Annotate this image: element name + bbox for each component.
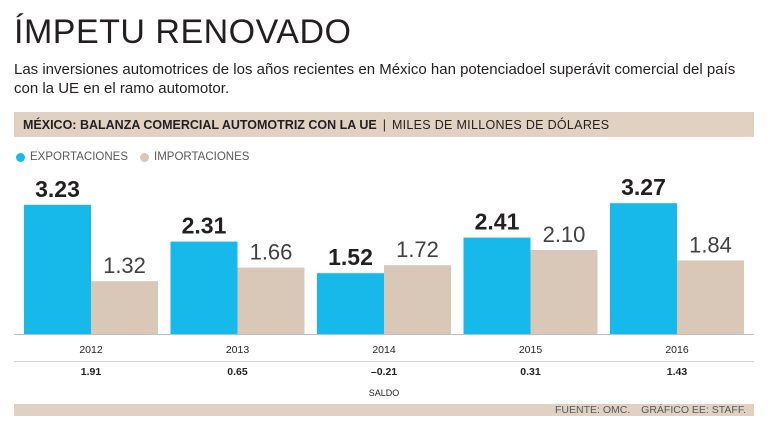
export-bar-2016 bbox=[610, 203, 677, 334]
legend-item-imports: IMPORTACIONES bbox=[140, 151, 249, 163]
chart-header-unit: MILES DE MILLONES DE DÓLARES bbox=[391, 117, 610, 132]
legend-swatch-imports bbox=[140, 152, 149, 162]
chart-header-bar: MÉXICO: BALANZA COMERCIAL AUTOMOTRIZ CON… bbox=[14, 112, 754, 137]
chart-subtitle: Las inversiones automotrices de los años… bbox=[14, 61, 736, 97]
legend-label-imports: IMPORTACIONES bbox=[154, 151, 250, 163]
import-bar-2012 bbox=[91, 281, 158, 334]
legend-item-exports: EXPORTACIONES bbox=[16, 151, 128, 163]
export-value-label-2015: 2.41 bbox=[475, 209, 520, 235]
footer-bar: FUENTE: OMC. GRÁFICO EE: STAFF. bbox=[14, 404, 754, 416]
balance-value-2012: 1.91 bbox=[81, 366, 102, 378]
export-value-label-2012: 3.23 bbox=[35, 176, 80, 202]
import-bar-2013 bbox=[237, 267, 305, 334]
chart-legend: EXPORTACIONES IMPORTACIONES bbox=[16, 151, 261, 163]
export-value-label-2014: 1.52 bbox=[328, 244, 373, 270]
export-bar-2013 bbox=[170, 241, 238, 334]
import-value-label-2012: 1.32 bbox=[103, 253, 146, 278]
import-bar-2016 bbox=[677, 260, 744, 334]
import-value-label-2016: 1.84 bbox=[689, 232, 732, 257]
balance-value-2015: 0.31 bbox=[520, 366, 541, 378]
x-tick-label-2014: 2014 bbox=[372, 344, 396, 356]
import-value-label-2013: 1.66 bbox=[250, 240, 293, 265]
balance-value-2014: –0.21 bbox=[371, 366, 397, 378]
import-bar-2014 bbox=[384, 265, 451, 334]
footer-credit: GRÁFICO EE: STAFF. bbox=[641, 404, 746, 416]
x-tick-label-2012: 2012 bbox=[79, 344, 103, 356]
export-bar-2015 bbox=[463, 237, 531, 334]
chart-header-title: MÉXICO: BALANZA COMERCIAL AUTOMOTRIZ CON… bbox=[23, 117, 377, 132]
export-value-label-2016: 3.27 bbox=[621, 174, 666, 200]
x-tick-label-2015: 2015 bbox=[519, 344, 543, 356]
legend-swatch-exports bbox=[16, 152, 25, 162]
balance-value-2016: 1.43 bbox=[667, 366, 688, 378]
export-value-label-2013: 2.31 bbox=[182, 213, 227, 239]
x-tick-label-2016: 2016 bbox=[665, 344, 689, 356]
export-bar-2014 bbox=[317, 273, 384, 334]
export-bar-2012 bbox=[24, 204, 91, 334]
import-value-label-2014: 1.72 bbox=[396, 237, 439, 262]
footer-source: FUENTE: OMC. bbox=[555, 404, 631, 416]
legend-label-exports: EXPORTACIONES bbox=[30, 151, 128, 163]
import-value-label-2015: 2.10 bbox=[543, 222, 586, 247]
balance-value-2013: 0.65 bbox=[227, 366, 248, 378]
chart-header-separator: | bbox=[382, 117, 386, 132]
chart-title: ÍMPETU RENOVADO bbox=[14, 13, 352, 51]
x-tick-label-2013: 2013 bbox=[226, 344, 250, 356]
import-bar-2015 bbox=[530, 250, 598, 334]
balance-row-label: SALDO bbox=[369, 388, 400, 398]
